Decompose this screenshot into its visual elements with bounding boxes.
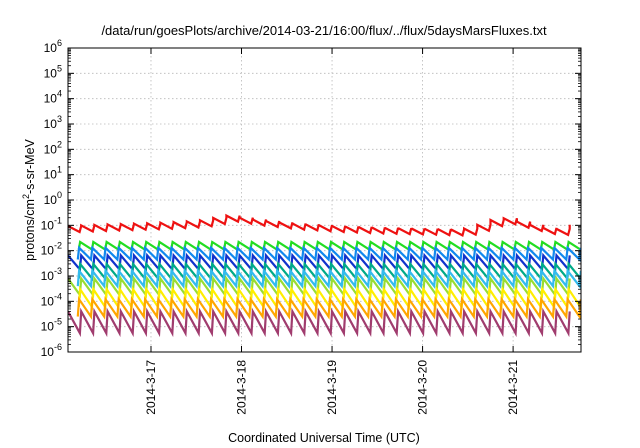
y-tick-exponent: 0 <box>57 190 62 200</box>
y-tick-label: 10-3 <box>41 266 62 283</box>
y-tick-exponent: -3 <box>54 266 62 276</box>
y-tick-base: 10 <box>44 117 58 131</box>
x-tick-labels: 2014-3-17 2014-3-18 2014-3-19 2014-3-20 2014… <box>144 360 520 415</box>
y-tick-exponent: 3 <box>57 114 62 124</box>
x-tick-label: 2014-3-21 <box>506 360 520 415</box>
y-tick-base: 10 <box>41 244 55 258</box>
y-tick-label: 10-2 <box>41 241 62 258</box>
y-tick-base: 10 <box>41 218 55 232</box>
y-tick-base: 10 <box>44 66 58 80</box>
y-tick-labels: 10-610-510-410-310-210-11001011021031041… <box>41 38 62 359</box>
y-tick-base: 10 <box>44 41 58 55</box>
x-tick-label: 2014-3-17 <box>144 360 158 415</box>
y-tick-exponent: 2 <box>57 139 62 149</box>
y-tick-base: 10 <box>41 320 55 334</box>
y-tick-exponent: -5 <box>54 317 62 327</box>
y-tick-label: 106 <box>44 38 62 55</box>
y-tick-exponent: 4 <box>57 89 62 99</box>
series-line-10 <box>68 307 571 338</box>
y-tick-exponent: 1 <box>57 165 62 175</box>
y-tick-base: 10 <box>44 193 58 207</box>
y-axis-label-rest: -s-sr-MeV <box>23 138 37 194</box>
y-tick-label: 10-1 <box>41 215 62 232</box>
series-line-9 <box>76 296 581 320</box>
y-tick-exponent: -4 <box>54 291 62 301</box>
y-tick-label: 10-6 <box>41 342 62 359</box>
y-tick-base: 10 <box>44 142 58 156</box>
series-line-1 <box>68 213 571 238</box>
x-tick-label: 2014-3-18 <box>235 360 249 415</box>
x-tick-label: 2014-3-19 <box>325 360 339 415</box>
y-tick-exponent: 5 <box>57 63 62 73</box>
axis-ticks <box>68 47 581 353</box>
series-line-3 <box>76 245 581 262</box>
y-tick-exponent: -2 <box>54 241 62 251</box>
series-line-6 <box>76 267 581 289</box>
y-axis-label: protons/cm2-s-sr-MeV <box>21 138 37 260</box>
y-tick-label: 102 <box>44 139 62 156</box>
y-tick-label: 105 <box>44 63 62 80</box>
y-tick-label: 100 <box>44 190 62 207</box>
y-tick-exponent: -6 <box>54 342 62 352</box>
y-tick-label: 101 <box>44 165 62 182</box>
y-tick-base: 10 <box>41 345 55 359</box>
y-tick-label: 104 <box>44 89 62 106</box>
y-tick-exponent: 6 <box>57 38 62 48</box>
x-tick-label: 2014-3-20 <box>416 360 430 415</box>
y-tick-label: 10-5 <box>41 317 62 334</box>
y-tick-label: 10-4 <box>41 291 62 308</box>
y-axis-label-sup: 2 <box>21 194 31 199</box>
y-tick-label: 103 <box>44 114 62 131</box>
y-tick-base: 10 <box>44 92 58 106</box>
series-layer <box>68 213 581 338</box>
y-tick-base: 10 <box>41 294 55 308</box>
y-tick-base: 10 <box>44 168 58 182</box>
y-tick-exponent: -1 <box>54 215 62 225</box>
y-tick-base: 10 <box>41 269 55 283</box>
y-axis-label-main: protons/cm <box>23 199 37 261</box>
chart-title: /data/run/goesPlots/archive/2014-03-21/1… <box>101 23 547 38</box>
x-axis-label: Coordinated Universal Time (UTC) <box>228 431 420 445</box>
